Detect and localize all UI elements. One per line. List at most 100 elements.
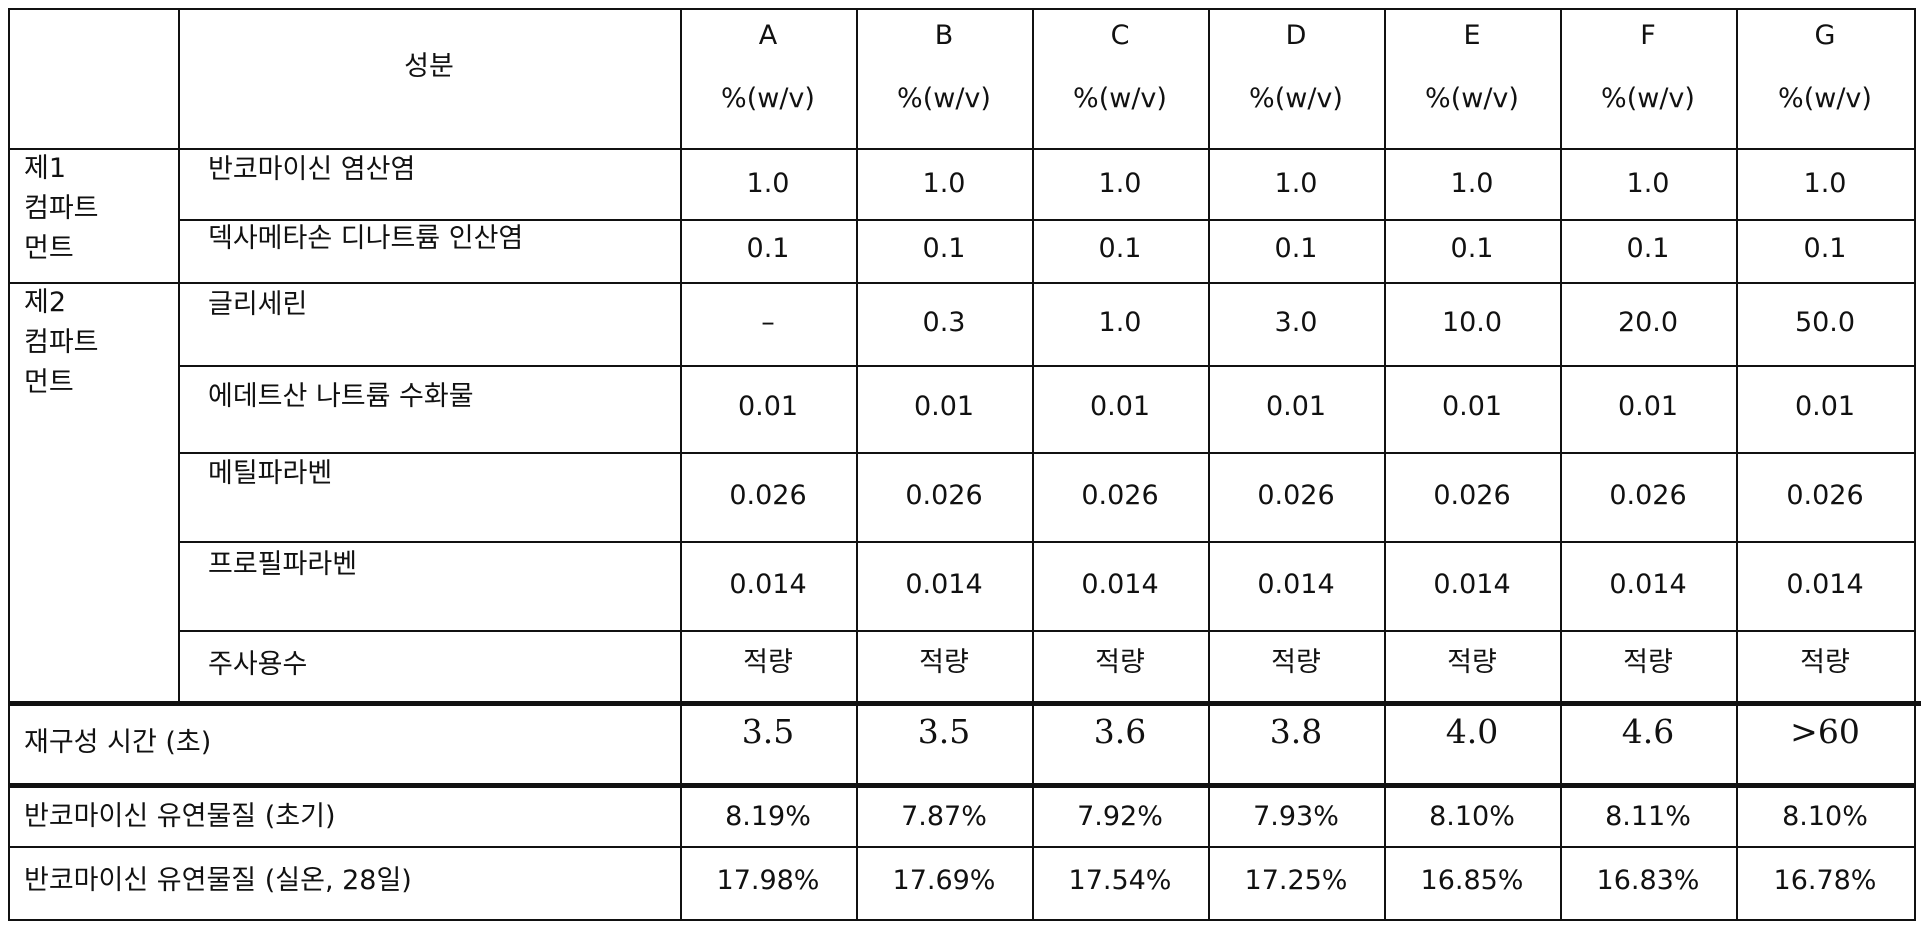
column-rule — [856, 8, 858, 921]
ingredient-value: 20.0 — [1617, 307, 1679, 338]
formulation-letter: G — [1814, 20, 1836, 51]
result-value: 16.83% — [1596, 865, 1700, 896]
ingredient-value: 1.0 — [1803, 168, 1847, 199]
ingredient-value: 0.1 — [1626, 233, 1670, 264]
formulation-letter: F — [1640, 20, 1656, 51]
table-left-border — [8, 8, 10, 921]
ingredient-name: 주사용수 — [208, 649, 308, 680]
result-value: 17.25% — [1244, 865, 1348, 896]
result-value: 7.93% — [1253, 801, 1339, 832]
result-value: 8.10% — [1782, 801, 1868, 832]
ingredient-name: 메틸파라벤 — [208, 458, 333, 489]
ingredient-name: 반코마이신 염산염 — [208, 154, 416, 185]
compartment-label: 먼트 — [24, 367, 74, 398]
ingredient-value: 0.1 — [1803, 233, 1847, 264]
row-rule — [178, 219, 1914, 221]
formulation-unit: %(w/v) — [1249, 83, 1343, 114]
table-top-border — [8, 8, 1914, 10]
formulation-unit: %(w/v) — [1778, 83, 1872, 114]
compartment-label: 제1 — [24, 153, 67, 184]
ingredient-value: 10.0 — [1441, 307, 1503, 338]
result-value: 3.6 — [1093, 712, 1147, 751]
result-value: >60 — [1790, 712, 1860, 751]
ingredient-value: 0.1 — [1098, 233, 1142, 264]
ingredient-value: 0.026 — [729, 480, 807, 511]
compartment-label: 제2 — [24, 287, 67, 318]
column-rule — [680, 8, 682, 921]
ingredient-value: 0.014 — [1786, 569, 1864, 600]
ingredient-name: 에데트산 나트륨 수화물 — [208, 381, 474, 412]
ingredient-value: 적량 — [1623, 647, 1673, 678]
ingredient-value: 3.0 — [1274, 307, 1318, 338]
compartment-label: 컴파트 — [24, 327, 99, 358]
ingredient-value: 0.026 — [1433, 480, 1511, 511]
result-value: 17.69% — [892, 865, 996, 896]
result-value: 17.98% — [716, 865, 820, 896]
table-right-border — [1914, 8, 1916, 921]
ingredient-name: 글리세린 — [208, 289, 308, 320]
ingredient-value: 0.1 — [1450, 233, 1494, 264]
formulation-unit: %(w/v) — [1425, 83, 1519, 114]
ingredient-value: 적량 — [743, 647, 793, 678]
ingredient-value: 0.1 — [746, 233, 790, 264]
ingredient-value: 1.0 — [1626, 168, 1670, 199]
formulation-letter: B — [934, 20, 954, 51]
result-value: 7.92% — [1077, 801, 1163, 832]
ingredient-value: – — [761, 307, 775, 338]
ingredient-value: 0.01 — [1441, 391, 1503, 422]
result-value: 8.11% — [1605, 801, 1691, 832]
compartment-label: 먼트 — [24, 233, 74, 264]
ingredient-name: 덱사메타손 디나트륨 인산염 — [208, 223, 524, 254]
ingredient-value: 0.014 — [905, 569, 983, 600]
component-header: 성분 — [404, 51, 454, 82]
row-rule — [178, 630, 1914, 632]
result-value: 4.6 — [1621, 712, 1675, 751]
ingredient-value: 50.0 — [1794, 307, 1856, 338]
ingredient-value: 0.014 — [729, 569, 807, 600]
results-thick-rule — [8, 701, 1921, 706]
ingredient-value: 0.1 — [922, 233, 966, 264]
ingredient-value: 0.026 — [1609, 480, 1687, 511]
formulation-unit: %(w/v) — [721, 83, 815, 114]
column-rule — [1384, 8, 1386, 921]
column-rule — [1560, 8, 1562, 921]
results-thick-rule — [8, 783, 1914, 788]
ingredient-value: 적량 — [1447, 647, 1497, 678]
ingredient-name: 프로필파라벤 — [208, 549, 358, 580]
ingredient-value: 0.01 — [913, 391, 975, 422]
ingredient-value: 0.01 — [1617, 391, 1679, 422]
ingredient-value: 0.026 — [1081, 480, 1159, 511]
ingredient-value: 0.014 — [1609, 569, 1687, 600]
column-rule — [1208, 8, 1210, 921]
ingredient-value: 0.01 — [1089, 391, 1151, 422]
column-rule — [1032, 8, 1034, 921]
formulation-letter: C — [1110, 20, 1130, 51]
row-rule — [178, 541, 1914, 543]
result-value: 3.8 — [1269, 712, 1323, 751]
result-label: 재구성 시간 (초) — [24, 727, 212, 758]
ingredient-value: 1.0 — [1098, 307, 1142, 338]
row-rule — [178, 365, 1914, 367]
result-value: 16.85% — [1420, 865, 1524, 896]
ingredient-value: 1.0 — [1274, 168, 1318, 199]
result-value: 8.19% — [725, 801, 811, 832]
ingredient-value: 0.014 — [1257, 569, 1335, 600]
ingredient-value: 적량 — [919, 647, 969, 678]
formulation-unit: %(w/v) — [1073, 83, 1167, 114]
result-label: 반코마이신 유연물질 (실온, 28일) — [24, 865, 412, 896]
formulation-unit: %(w/v) — [1601, 83, 1695, 114]
ingredient-value: 1.0 — [922, 168, 966, 199]
result-value: 3.5 — [741, 712, 795, 751]
formulation-letter: D — [1285, 20, 1307, 51]
ingredient-value: 0.01 — [1265, 391, 1327, 422]
ingredient-value: 0.026 — [905, 480, 983, 511]
ingredient-value: 0.01 — [737, 391, 799, 422]
result-value: 7.87% — [901, 801, 987, 832]
result-label: 반코마이신 유연물질 (초기) — [24, 801, 336, 832]
ingredient-value: 0.026 — [1786, 480, 1864, 511]
row-rule — [178, 452, 1914, 454]
group-column-rule — [178, 8, 180, 703]
table-bottom-border — [8, 919, 1914, 921]
ingredient-value: 적량 — [1271, 647, 1321, 678]
